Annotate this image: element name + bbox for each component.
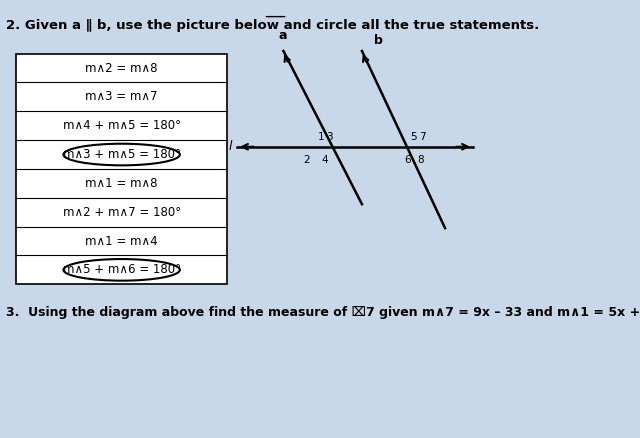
Text: 7: 7 bbox=[419, 131, 426, 141]
Text: m∧2 + m∧7 = 180°: m∧2 + m∧7 = 180° bbox=[63, 206, 180, 219]
Text: m∧3 = m∧7: m∧3 = m∧7 bbox=[85, 90, 158, 103]
Text: m∧3 + m∧5 = 180°: m∧3 + m∧5 = 180° bbox=[63, 148, 180, 161]
Text: l: l bbox=[229, 140, 232, 153]
Text: 3: 3 bbox=[326, 131, 333, 141]
Text: 6: 6 bbox=[404, 155, 411, 165]
Text: 1: 1 bbox=[318, 131, 325, 141]
Text: 5: 5 bbox=[410, 131, 417, 141]
Text: m∧5 + m∧6 = 180°: m∧5 + m∧6 = 180° bbox=[63, 263, 180, 276]
Text: m∧2 = m∧8: m∧2 = m∧8 bbox=[85, 61, 158, 74]
Text: b: b bbox=[374, 34, 383, 47]
Text: 2: 2 bbox=[303, 155, 310, 165]
Text: 4: 4 bbox=[321, 155, 328, 165]
Text: m∧1 = m∧8: m∧1 = m∧8 bbox=[85, 177, 158, 190]
Text: m∧1 = m∧4: m∧1 = m∧4 bbox=[85, 234, 158, 247]
Text: 8: 8 bbox=[417, 155, 424, 165]
FancyBboxPatch shape bbox=[16, 53, 227, 284]
Text: 3.  Using the diagram above find the measure of ⌧7 given m∧7 = 9x – 33 and m∧1 =: 3. Using the diagram above find the meas… bbox=[6, 306, 640, 319]
Text: 2. Given a ∥ b, use the picture below and circle all the true statements.: 2. Given a ∥ b, use the picture below an… bbox=[6, 19, 540, 32]
Text: a: a bbox=[278, 29, 287, 42]
Text: m∧4 + m∧5 = 180°: m∧4 + m∧5 = 180° bbox=[63, 119, 180, 132]
